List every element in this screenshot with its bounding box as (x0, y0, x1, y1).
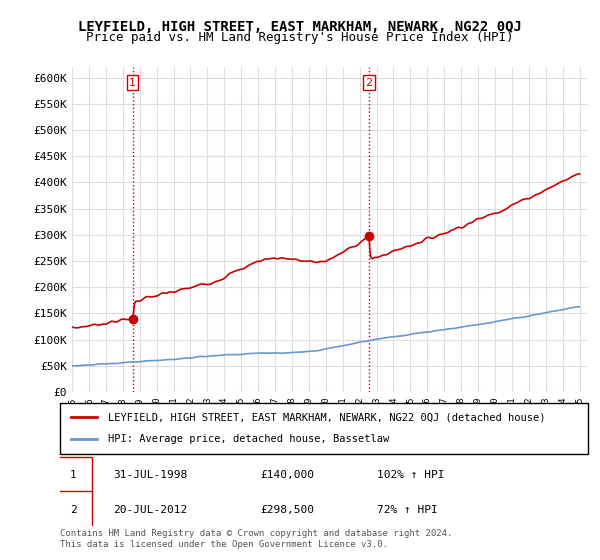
Text: LEYFIELD, HIGH STREET, EAST MARKHAM, NEWARK, NG22 0QJ: LEYFIELD, HIGH STREET, EAST MARKHAM, NEW… (78, 20, 522, 34)
Text: Contains HM Land Registry data © Crown copyright and database right 2024.
This d: Contains HM Land Registry data © Crown c… (60, 529, 452, 549)
Text: HPI: Average price, detached house, Bassetlaw: HPI: Average price, detached house, Bass… (107, 435, 389, 445)
Text: 1: 1 (70, 470, 77, 480)
Text: 72% ↑ HPI: 72% ↑ HPI (377, 505, 437, 515)
Text: LEYFIELD, HIGH STREET, EAST MARKHAM, NEWARK, NG22 0QJ (detached house): LEYFIELD, HIGH STREET, EAST MARKHAM, NEW… (107, 412, 545, 422)
Text: Price paid vs. HM Land Registry's House Price Index (HPI): Price paid vs. HM Land Registry's House … (86, 31, 514, 44)
FancyBboxPatch shape (55, 491, 92, 529)
Text: 31-JUL-1998: 31-JUL-1998 (113, 470, 187, 480)
Text: 2: 2 (70, 505, 77, 515)
Text: 20-JUL-2012: 20-JUL-2012 (113, 505, 187, 515)
FancyBboxPatch shape (55, 456, 92, 494)
Text: 102% ↑ HPI: 102% ↑ HPI (377, 470, 444, 480)
Text: £298,500: £298,500 (260, 505, 314, 515)
FancyBboxPatch shape (60, 403, 588, 454)
Text: £140,000: £140,000 (260, 470, 314, 480)
Text: 1: 1 (129, 78, 136, 88)
Text: 2: 2 (365, 78, 373, 88)
